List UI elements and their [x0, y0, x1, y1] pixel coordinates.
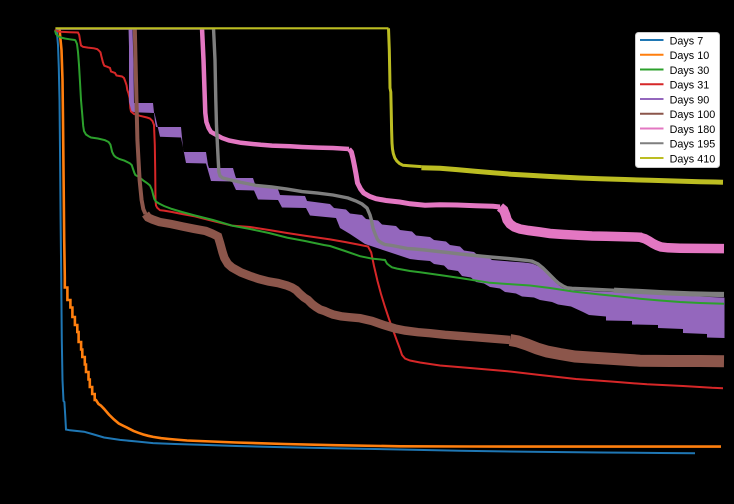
svg-text:Days 30: Days 30 — [670, 65, 710, 77]
svg-text:Days 100: Days 100 — [670, 109, 716, 121]
svg-text:Days 7: Days 7 — [670, 35, 704, 47]
svg-text:Days 31: Days 31 — [670, 80, 710, 92]
svg-text:Days 195: Days 195 — [670, 139, 716, 151]
svg-text:Days 410: Days 410 — [670, 153, 716, 165]
svg-text:Days 180: Days 180 — [670, 124, 716, 136]
svg-text:Days 10: Days 10 — [670, 50, 710, 62]
svg-text:Days 90: Days 90 — [670, 94, 710, 106]
